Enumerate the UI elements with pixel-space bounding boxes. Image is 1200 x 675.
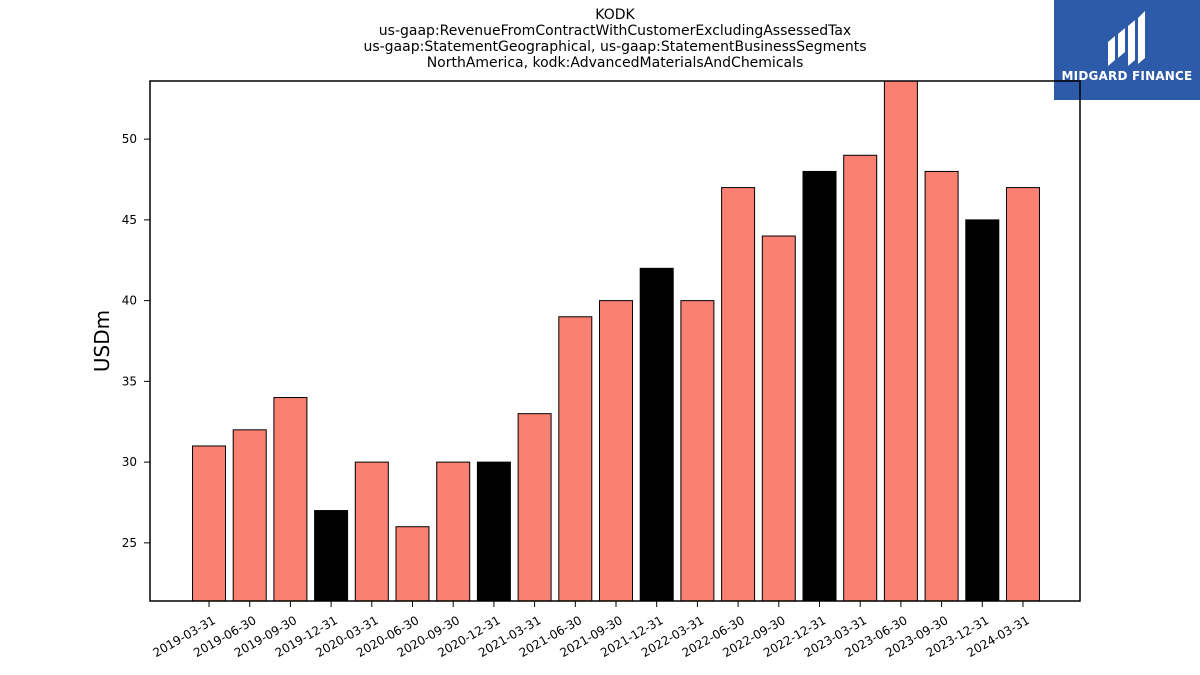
- plot-frame: [149, 80, 1081, 602]
- bar-2023-03-31: [843, 154, 878, 601]
- chart-title-line-1: KODK: [595, 7, 635, 23]
- y-axis-label: USDm: [90, 310, 114, 372]
- bar-2023-06-30: [883, 81, 918, 601]
- chart-title-line-4: NorthAmerica, kodk:AdvancedMaterialsAndC…: [426, 55, 804, 71]
- chart-title: KODK us-gaap:RevenueFromContractWithCust…: [150, 7, 1080, 71]
- y-tick-label: 50: [122, 132, 137, 146]
- bars-group: [192, 81, 1040, 601]
- bar-2021-06-30: [558, 316, 593, 601]
- bar-2021-12-31: [639, 267, 674, 601]
- y-tick-label: 45: [122, 213, 137, 227]
- x-axis: 2019-03-312019-06-302019-09-302019-12-31…: [150, 601, 1032, 660]
- chart-title-line-2: us-gaap:RevenueFromContractWithCustomerE…: [378, 23, 852, 39]
- bar-2023-12-31: [965, 219, 1000, 601]
- bar-2019-09-30: [273, 397, 308, 601]
- y-tick-label: 25: [122, 536, 137, 550]
- bar-2019-12-31: [314, 510, 349, 601]
- bar-2022-06-30: [721, 187, 756, 601]
- logo-mark-icon: [1108, 11, 1145, 66]
- bar-2021-09-30: [599, 300, 633, 601]
- y-tick-label: 30: [122, 455, 137, 469]
- bar-2020-09-30: [436, 461, 471, 601]
- bar-2023-09-30: [924, 170, 959, 601]
- bar-2020-06-30: [395, 526, 430, 601]
- logo-text: MIDGARD FINANCE: [1061, 69, 1193, 83]
- bar-2019-03-31: [192, 445, 226, 601]
- bar-2020-12-31: [476, 461, 511, 601]
- bar-2021-03-31: [517, 413, 552, 601]
- y-axis: 25 30 35 40 45 50: [122, 132, 150, 550]
- y-tick-label: 40: [122, 294, 137, 308]
- bar-2022-03-31: [680, 300, 715, 601]
- midgard-finance-logo: MIDGARD FINANCE: [1054, 0, 1200, 100]
- bar-2022-12-31: [802, 170, 837, 601]
- bar-2019-06-30: [232, 429, 267, 601]
- bar-2020-03-31: [354, 461, 389, 601]
- y-tick-label: 35: [122, 374, 137, 388]
- bar-2022-09-30: [761, 235, 796, 601]
- bar-2024-03-31: [1006, 187, 1040, 601]
- chart-title-line-3: us-gaap:StatementGeographical, us-gaap:S…: [363, 39, 867, 55]
